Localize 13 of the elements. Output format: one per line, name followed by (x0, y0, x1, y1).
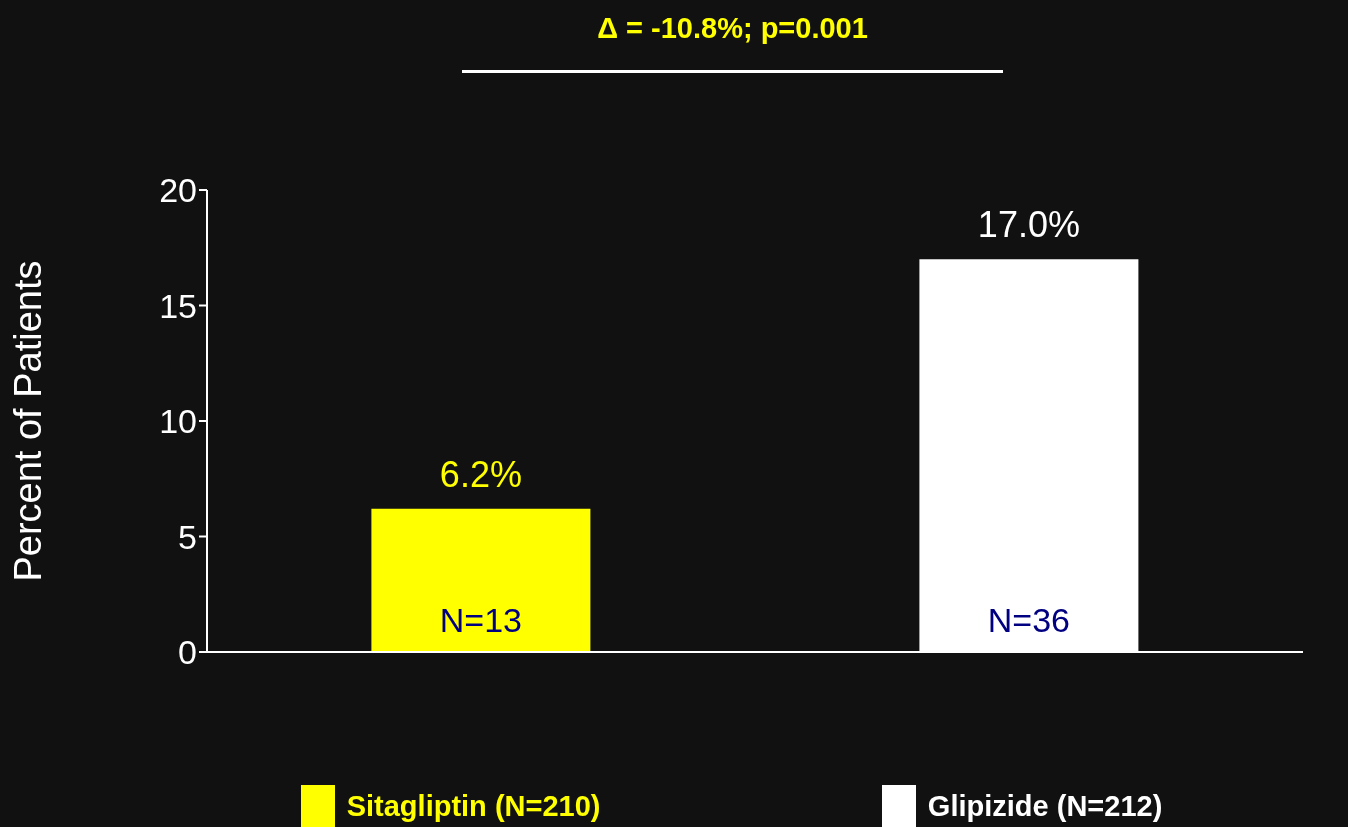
annotation: N=13 (439, 601, 523, 639)
y-tick-label: 0 (178, 633, 197, 672)
y-tick-label: 10 (159, 402, 197, 441)
y-tick-label: 5 (178, 517, 197, 556)
text: Δ = -10.8%; p=0.001 (596, 12, 869, 45)
y-tick-label: 15 (159, 286, 197, 325)
data-label: 6.2% (439, 453, 522, 495)
y-tick-label: 20 (159, 171, 197, 210)
y-axis-title: Percent of Patients (7, 260, 50, 582)
data-label: 17.0% (977, 204, 1080, 246)
legend-label: Sitagliptin (N=210) (346, 789, 601, 823)
annotation: N=36 (987, 601, 1071, 639)
legend-label: Glipizide (N=212) (927, 789, 1163, 823)
